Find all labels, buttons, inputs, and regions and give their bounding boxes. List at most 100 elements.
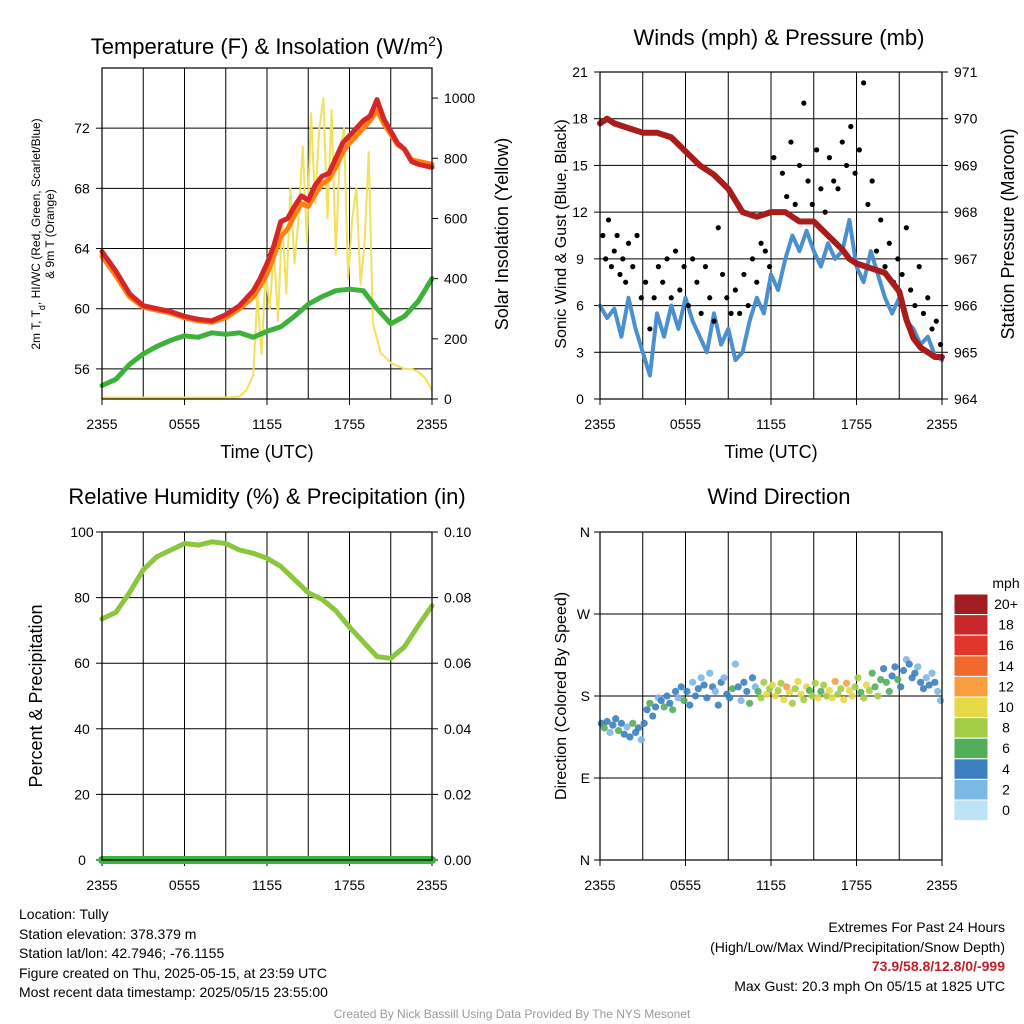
y-tick-label: N [580, 852, 590, 868]
gust-point [745, 302, 751, 309]
direction-point [919, 685, 928, 693]
chart-title-temperature: Temperature (F) & Insolation (W/m2) [91, 33, 444, 59]
direction-point [877, 676, 885, 684]
y2-axis-label-insolation: Solar Insolation (Yellow) [492, 138, 512, 330]
gust-point [788, 139, 794, 145]
humidity-line [99, 539, 435, 661]
gust-point [694, 279, 700, 285]
gust-point [818, 186, 824, 192]
direction-point [862, 681, 871, 689]
colorbar-label: 4 [1002, 761, 1010, 777]
direction-point [677, 683, 685, 691]
direction-point [660, 703, 668, 711]
x-tick-label: 2355 [416, 416, 447, 432]
direction-point [720, 674, 728, 682]
gust-point [732, 287, 738, 293]
gust-point [677, 287, 683, 293]
direction-point [854, 674, 862, 682]
y-axis-label-temperature: 2m T, Td, HI/WC (Red, Green, Scarlet/Blu… [29, 118, 47, 349]
x-tick-label: 1155 [252, 416, 282, 432]
direction-point [805, 686, 814, 695]
gust-point [623, 279, 629, 285]
gust-point [668, 295, 674, 301]
gust-point [835, 186, 841, 192]
direction-point [800, 696, 808, 704]
gust-point [611, 248, 617, 254]
gust-point [685, 302, 691, 309]
x-axis-label: Time (UTC) [724, 442, 817, 462]
gust-point [625, 240, 632, 246]
gust-point [865, 201, 871, 207]
direction-point [794, 677, 802, 686]
extremes-panel: Extremes For Past 24 Hours (High/Low/Max… [710, 918, 1005, 996]
chart-title-wind-direction: Wind Direction [707, 484, 850, 509]
colorbar-swatch [953, 778, 989, 801]
direction-point [922, 674, 930, 682]
y-axis-label-temperature-2: & 9m T (Orange) [43, 189, 57, 279]
direction-point [697, 674, 705, 682]
gust-point [916, 264, 922, 270]
gust-point [822, 209, 828, 215]
direction-point [797, 690, 805, 698]
colorbar-title: mph [992, 575, 1019, 591]
direction-point [874, 692, 882, 700]
direction-point [683, 687, 691, 696]
direction-point [743, 687, 751, 696]
temperature-line [99, 276, 435, 388]
gust-point [856, 147, 862, 153]
colorbar-label: 10 [998, 699, 1014, 715]
direction-point [760, 678, 768, 686]
gust-point [852, 170, 858, 176]
plot-border [599, 531, 943, 861]
extremes-subtitle: (High/Low/Max Wind/Precipitation/Snow De… [710, 938, 1005, 955]
y2-tick-label: 967 [954, 251, 978, 267]
gust-point [886, 240, 892, 246]
station-info: Location: Tully Station elevation: 378.3… [19, 905, 328, 1003]
y-tick-label: 60 [74, 301, 90, 317]
gust-point [711, 318, 717, 324]
y2-axis-label-pressure: Station Pressure (Maroon) [998, 128, 1018, 339]
direction-point [703, 694, 711, 702]
wind-speed-line [598, 217, 944, 378]
x-tick-label: 1755 [334, 416, 365, 432]
direction-point [780, 696, 788, 704]
x-tick-label: 2355 [926, 416, 957, 432]
direction-point [623, 723, 631, 731]
x-tick-label: 2355 [584, 877, 615, 893]
y2-tick-label: 970 [954, 111, 978, 127]
y-tick-label: 20 [74, 786, 90, 802]
gust-point [882, 264, 888, 270]
gust-point [912, 302, 918, 309]
gust-point [605, 217, 612, 223]
direction-point [917, 678, 925, 686]
direction-point [671, 687, 680, 696]
direction-point [934, 687, 942, 696]
direction-point [768, 681, 777, 689]
gust-point [698, 310, 704, 316]
gust-point [826, 155, 833, 161]
direction-point [603, 717, 611, 726]
direction-point [746, 699, 754, 707]
colorbar-swatch [953, 737, 989, 760]
y2-tick-label: 0.08 [444, 590, 471, 606]
direction-point [842, 679, 851, 687]
direction-point [643, 706, 651, 714]
gust-point [831, 178, 837, 184]
direction-point [726, 694, 734, 702]
x-axis-label: Time (UTC) [220, 442, 313, 462]
gust-point [843, 162, 850, 169]
x-tick-label: 1155 [252, 877, 282, 893]
x-tick-label: 1155 [756, 416, 786, 432]
direction-point [834, 690, 842, 698]
gust-point [724, 295, 730, 301]
gust-point [647, 326, 653, 332]
direction-point [857, 688, 865, 696]
y2-tick-label: 971 [954, 64, 978, 80]
direction-point [860, 694, 868, 702]
gust-point [805, 178, 811, 184]
y2-tick-label: 200 [444, 331, 468, 347]
gust-point [878, 217, 884, 223]
gust-point [848, 123, 854, 130]
direction-point [637, 736, 645, 744]
gust-point [702, 264, 709, 270]
